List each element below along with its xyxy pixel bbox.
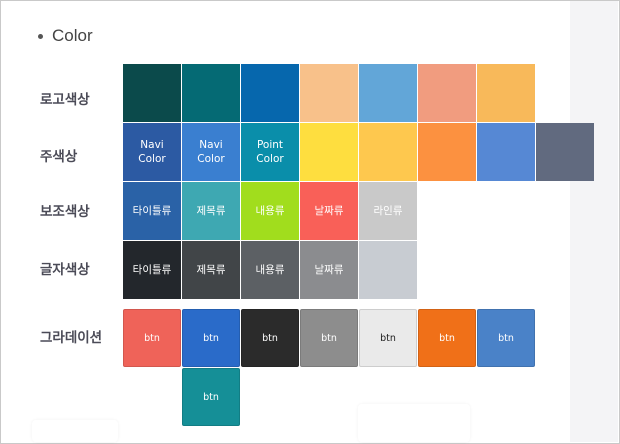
gradation-button[interactable]: btn <box>241 309 299 367</box>
gradation-button[interactable]: btn <box>182 368 240 426</box>
section-heading: Color <box>38 26 93 46</box>
sub-color-swatch: 내용류 <box>241 182 299 240</box>
sub-color-swatch: 날짜류 <box>300 182 358 240</box>
gradation-button[interactable]: btn <box>477 309 535 367</box>
row-label-gradation: 그라데이션 <box>40 330 103 346</box>
sub-color-swatch: 라인류 <box>359 182 417 240</box>
text-color-swatch: 날짜류 <box>300 241 358 299</box>
gradation-button[interactable]: btn <box>182 309 240 367</box>
bullet-icon <box>38 33 43 39</box>
row-label-logo: 로고색상 <box>40 92 90 108</box>
gradation-button[interactable]: btn <box>418 309 476 367</box>
text-color-swatch: 내용류 <box>241 241 299 299</box>
logo-color-swatch <box>359 64 417 122</box>
main-color-swatch <box>359 123 417 181</box>
main-color-swatch: Point Color <box>241 123 299 181</box>
sub-color-swatch: 타이틀류 <box>123 182 181 240</box>
main-color-swatch <box>477 123 535 181</box>
logo-color-swatch <box>241 64 299 122</box>
text-color-swatch <box>359 241 417 299</box>
gradation-button[interactable]: btn <box>359 309 417 367</box>
main-color-swatch: Navi Color <box>123 123 181 181</box>
row-label-sub: 보조색상 <box>40 204 90 220</box>
text-color-swatch: 제목류 <box>182 241 240 299</box>
logo-color-swatch <box>418 64 476 122</box>
logo-color-swatch <box>182 64 240 122</box>
faint-card-right <box>358 404 470 442</box>
logo-color-swatch <box>300 64 358 122</box>
text-color-swatch: 타이틀류 <box>123 241 181 299</box>
section-title: Color <box>52 26 93 45</box>
gradation-button[interactable]: btn <box>123 309 181 367</box>
right-margin <box>570 1 618 442</box>
main-color-swatch: Navi Color <box>182 123 240 181</box>
main-color-swatch <box>300 123 358 181</box>
row-label-main: 주색상 <box>40 149 78 165</box>
sub-color-swatch: 제목류 <box>182 182 240 240</box>
row-label-text: 글자색상 <box>40 262 90 278</box>
logo-color-swatch <box>123 64 181 122</box>
logo-color-swatch <box>477 64 535 122</box>
gradation-button[interactable]: btn <box>300 309 358 367</box>
main-color-swatch <box>536 123 594 181</box>
main-color-swatch <box>418 123 476 181</box>
faint-card-left <box>32 420 118 442</box>
